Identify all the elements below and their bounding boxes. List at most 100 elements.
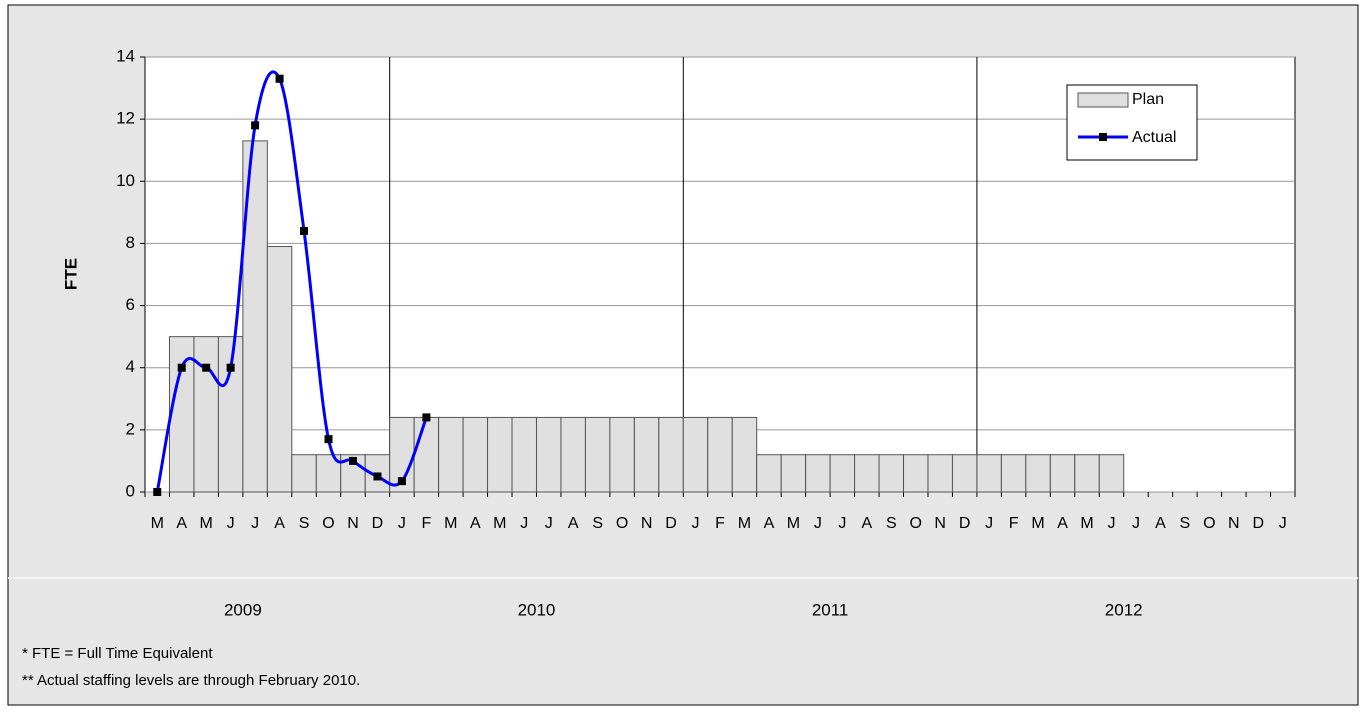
bar — [707, 416, 733, 493]
marker — [153, 488, 162, 496]
x-tick-label: J — [1107, 515, 1115, 532]
bar — [756, 454, 782, 493]
x-tick-label: A — [1155, 515, 1166, 532]
x-tick-label: A — [1057, 515, 1068, 532]
x-tick-label: N — [347, 515, 359, 532]
bar — [951, 454, 978, 493]
footnote: ** Actual staffing levels are through Fe… — [22, 672, 360, 689]
bar — [829, 454, 856, 493]
x-tick-label: J — [838, 515, 846, 532]
bar — [413, 416, 440, 493]
x-tick-label: N — [1228, 515, 1240, 532]
marker — [251, 121, 260, 130]
x-tick-label: A — [274, 515, 285, 532]
x-tick-label: F — [1009, 515, 1019, 532]
year-label: 2009 — [224, 600, 262, 619]
x-tick-label: A — [470, 515, 481, 532]
marker — [275, 74, 284, 83]
marker — [422, 413, 431, 422]
bar — [780, 454, 807, 493]
x-tick-label: S — [1180, 515, 1191, 532]
y-tick-label: 2 — [126, 419, 135, 438]
x-tick-label: J — [985, 515, 993, 532]
year-label: 2011 — [812, 600, 849, 619]
y-tick-label: 14 — [116, 46, 135, 65]
x-tick-label: J — [251, 515, 259, 532]
bar — [487, 416, 513, 493]
bar — [1074, 454, 1100, 493]
x-tick-label: J — [814, 515, 822, 532]
x-tick-label: A — [764, 515, 775, 532]
x-tick-label: A — [568, 515, 579, 532]
x-tick-label: J — [1132, 515, 1140, 532]
y-tick-label: 8 — [126, 233, 135, 252]
x-tick-label: M — [151, 515, 164, 532]
x-tick-label: M — [1080, 515, 1093, 532]
year-label: 2012 — [1105, 600, 1143, 619]
y-tick-label: 10 — [116, 171, 135, 190]
bar — [658, 416, 684, 493]
marker — [202, 363, 211, 372]
legend-label: Plan — [1132, 91, 1164, 108]
x-tick-label: J — [1279, 515, 1287, 532]
x-tick-label: O — [910, 515, 922, 532]
x-tick-label: A — [861, 515, 872, 532]
bar — [168, 336, 195, 493]
legend-swatch — [1077, 92, 1129, 108]
x-tick-label: M — [787, 515, 800, 532]
bar — [609, 416, 635, 493]
x-tick-label: J — [692, 515, 700, 532]
x-tick-label: S — [299, 515, 310, 532]
marker — [300, 227, 309, 235]
marker — [177, 363, 186, 372]
bar — [1000, 454, 1027, 493]
y-axis-label: FTE — [61, 258, 80, 290]
bar — [535, 416, 562, 493]
legend-label: Actual — [1132, 129, 1176, 146]
x-tick-label: F — [715, 515, 725, 532]
x-tick-label: D — [959, 515, 971, 532]
x-tick-label: J — [398, 515, 406, 532]
bar — [1098, 454, 1125, 493]
bar — [878, 454, 905, 493]
x-tick-label: D — [1253, 515, 1265, 532]
footnote: * FTE = Full Time Equivalent — [22, 645, 213, 662]
x-tick-label: J — [227, 515, 235, 532]
x-tick-label: M — [200, 515, 213, 532]
marker — [397, 477, 406, 486]
bar — [291, 454, 317, 493]
x-tick-label: A — [176, 515, 187, 532]
bar — [584, 416, 611, 493]
bar — [560, 416, 586, 493]
y-tick-label: 6 — [126, 295, 135, 314]
bar — [266, 246, 293, 493]
marker — [324, 435, 333, 444]
bar — [903, 454, 929, 493]
x-tick-label: S — [592, 515, 603, 532]
y-tick-label: 4 — [126, 357, 135, 376]
x-tick-label: D — [665, 515, 677, 532]
bar — [805, 454, 831, 493]
y-tick-label: 12 — [116, 109, 135, 128]
bar — [927, 454, 953, 493]
y-tick-label: 0 — [126, 481, 135, 500]
bar — [511, 416, 537, 493]
bar — [854, 454, 880, 493]
bar — [731, 416, 758, 493]
marker — [373, 472, 382, 481]
x-tick-label: D — [372, 515, 384, 532]
x-tick-label: M — [444, 515, 457, 532]
bar — [462, 416, 489, 493]
x-tick-label: J — [520, 515, 528, 532]
bar — [976, 454, 1002, 493]
marker — [226, 363, 235, 372]
bar — [682, 416, 709, 493]
x-tick-label: M — [1031, 515, 1044, 532]
x-tick-label: J — [545, 515, 553, 532]
bar — [633, 416, 660, 493]
bar — [193, 336, 219, 493]
x-tick-label: F — [421, 515, 431, 532]
x-tick-label: O — [616, 515, 628, 532]
x-tick-label: O — [1203, 515, 1215, 532]
